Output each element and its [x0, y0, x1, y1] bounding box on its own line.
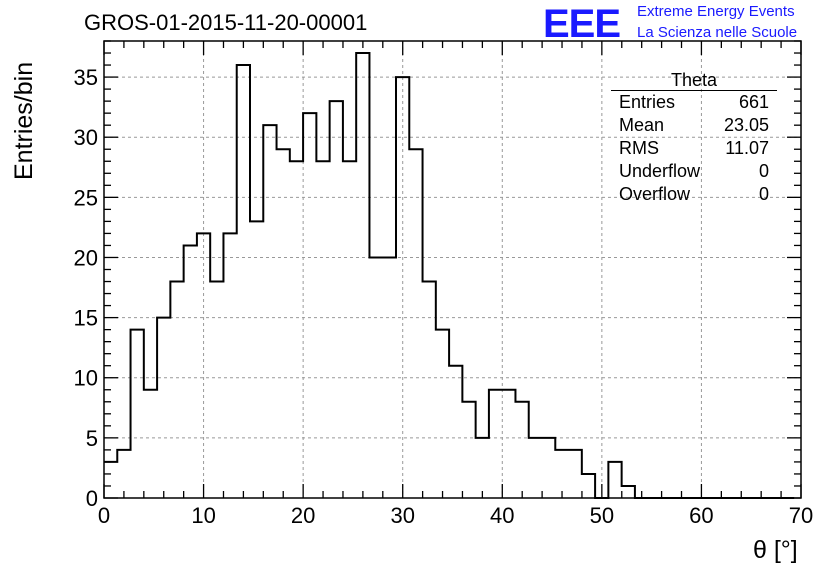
- stats-row: Mean 23.05: [611, 114, 777, 137]
- stats-label: Overflow: [619, 184, 691, 204]
- stats-box: Theta Entries 661 Mean 23.05 RMS 11.07 Unde…: [611, 70, 777, 206]
- stats-label: Entries: [619, 92, 676, 112]
- y-tick-label: 10: [74, 366, 98, 391]
- chart-title: GROS-01-2015-11-20-00001: [84, 10, 368, 35]
- x-tick-label: 0: [98, 503, 110, 528]
- y-tick-label: 20: [74, 245, 98, 270]
- x-tick-label: 20: [291, 503, 315, 528]
- stats-value: 0: [758, 184, 769, 204]
- x-tick-label: 40: [490, 503, 514, 528]
- y-tick-label: 35: [74, 65, 98, 90]
- x-axis-label: θ [°]: [753, 536, 798, 564]
- plot-frame: [103, 40, 802, 499]
- y-tick-label: 30: [74, 125, 98, 150]
- axis-ticks: [103, 40, 802, 499]
- stats-row: Underflow 0: [611, 160, 777, 183]
- logo-text-line1: Extreme Energy Events: [637, 3, 795, 20]
- y-tick-label: 25: [74, 185, 98, 210]
- y-tick-label: 5: [86, 426, 98, 451]
- grid-lines: [104, 41, 801, 498]
- y-tick-label: 0: [86, 486, 98, 511]
- stats-label: Mean: [619, 115, 665, 135]
- stats-row: Entries 661: [611, 91, 777, 114]
- x-tick-label: 30: [390, 503, 414, 528]
- x-tick-label: 60: [689, 503, 713, 528]
- x-tick-label: 70: [789, 503, 813, 528]
- logo-text-line2: La Scienza nelle Scuole: [637, 24, 798, 41]
- stats-value: 661: [738, 92, 769, 112]
- y-tick-label: 15: [74, 306, 98, 331]
- stats-title: Theta: [611, 70, 777, 91]
- eee-logo: EEE: [543, 2, 621, 46]
- x-tick-label: 10: [191, 503, 215, 528]
- stats-value: 11.07: [725, 138, 769, 158]
- tick-labels: 0 10 20 30 40 50 60 70 0 5 10 15 20 25 30 35: [74, 65, 814, 528]
- y-axis-label: Entries/bin: [10, 61, 38, 180]
- x-tick-label: 50: [590, 503, 614, 528]
- stats-value: 0: [758, 161, 769, 181]
- stats-label: RMS: [619, 138, 659, 158]
- stats-row: Overflow 0: [611, 183, 777, 206]
- stats-row: RMS 11.07: [611, 137, 777, 160]
- stats-value: 23.05: [723, 115, 769, 135]
- histogram-step-line: [104, 52, 795, 499]
- stats-label: Underflow: [619, 161, 701, 181]
